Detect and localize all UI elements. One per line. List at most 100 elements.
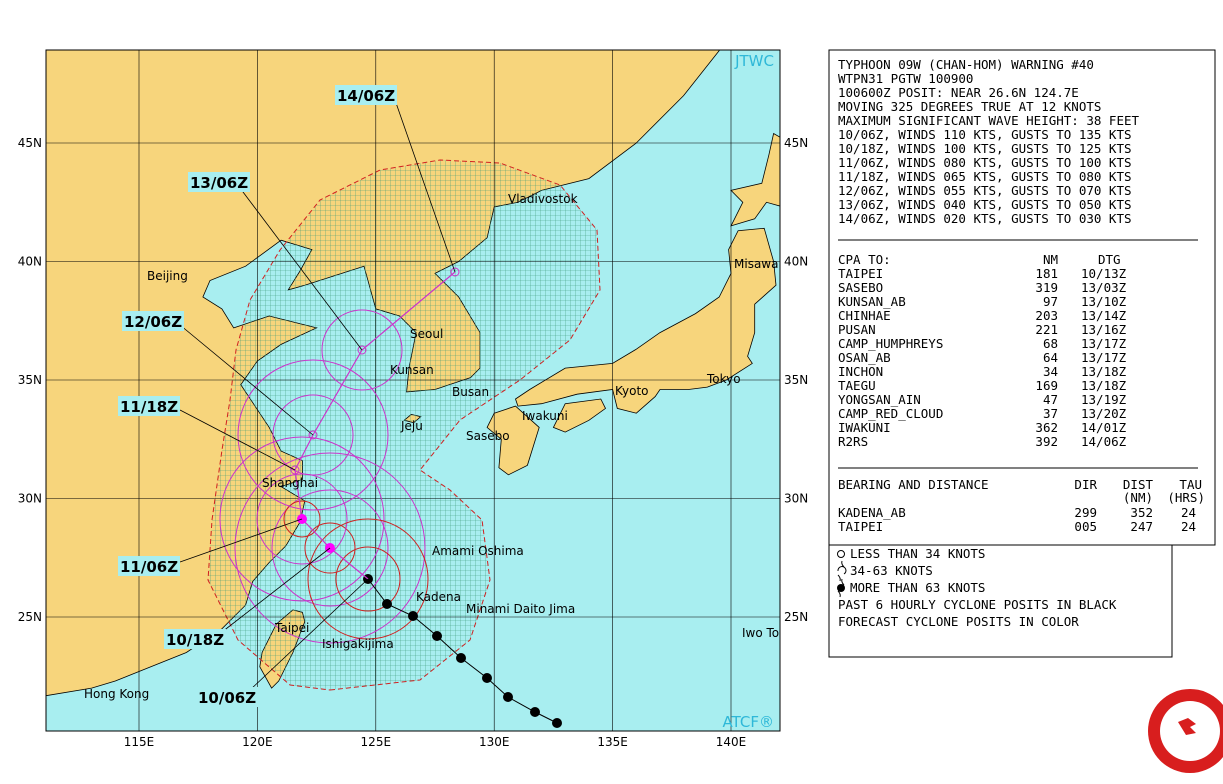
leader-line (394, 99, 456, 273)
cpa-station: TAIPEI (838, 266, 883, 281)
past-position (408, 611, 418, 621)
cpa-station: SASEBO (838, 280, 883, 295)
leader-line (249, 578, 369, 691)
bearing-distance: 352 (1130, 505, 1153, 520)
latitude-label: 30N (784, 492, 808, 506)
wind-radius (335, 546, 401, 612)
time-label: 13/06Z (190, 174, 248, 192)
warning-line: 12/06Z, WINDS 055 KTS, GUSTS TO 070 KTS (838, 183, 1132, 198)
cpa-header: CPA TO: (838, 252, 891, 267)
bearing-header: DIR (1074, 477, 1097, 492)
cpa-time: 14/01Z (1081, 420, 1127, 435)
bearing-header: DIST (1123, 477, 1154, 492)
place-label: Kyoto (615, 384, 649, 398)
cpa-station: R2RS (838, 434, 868, 449)
place-label: Busan (452, 385, 489, 399)
legend-symbol (837, 578, 845, 598)
cpa-station: CAMP_HUMPHREYS (838, 336, 943, 351)
warning-line: WTPN31 PGTW 100900 (838, 71, 973, 86)
warning-text: TYPHOON 09W (CHAN-HOM) WARNING #40WTPN31… (838, 57, 1205, 534)
brand-label: ATCF® (723, 713, 774, 731)
latitude-label: 35N (18, 373, 42, 387)
place-label: Minami Daito Jima (466, 602, 575, 616)
bearing-unit: (HRS) (1167, 490, 1205, 505)
cpa-time: 13/10Z (1081, 294, 1127, 309)
time-label-box (196, 687, 258, 707)
cpa-time: 13/16Z (1081, 322, 1127, 337)
time-label: 10/18Z (166, 631, 224, 649)
cpa-header: DTG (1098, 252, 1121, 267)
past-position (530, 707, 540, 717)
cpa-time: 13/19Z (1081, 392, 1127, 407)
place-label: Iwo To (742, 626, 779, 640)
bearing-station: TAIPEI (838, 519, 883, 534)
wind-radius (271, 489, 389, 607)
past-position (552, 718, 562, 728)
cpa-distance: 64 (1043, 350, 1058, 365)
warning-line: 11/06Z, WINDS 080 KTS, GUSTS TO 100 KTS (838, 155, 1132, 170)
forecast-position (290, 465, 300, 475)
legend-entry: LESS THAN 34 KNOTS (850, 546, 985, 561)
time-label: 11/06Z (120, 558, 178, 576)
graticule (46, 50, 780, 731)
past-positions (363, 574, 562, 728)
time-labels: 10/06Z 10/18Z 11/06Z 11/18Z 12/06Z 13/06… (118, 85, 397, 707)
bearing-tau: 24 (1181, 519, 1196, 534)
warning-panel (828, 49, 1216, 546)
forecast-position (308, 430, 318, 440)
legend-symbols (837, 550, 847, 598)
place-labels: Beijing Vladivostok Misawa Seoul Kunsan … (84, 192, 779, 701)
warning-line: TYPHOON 09W (CHAN-HOM) WARNING #40 (838, 57, 1094, 72)
place-label: Vladivostok (508, 192, 578, 206)
place-label: Ishigakijima (322, 637, 394, 651)
wind-radius (237, 359, 389, 511)
wind-radius (234, 452, 426, 644)
cpa-station: KUNSAN_AB (838, 294, 906, 309)
time-label-box (188, 172, 250, 192)
latitude-label: 25N (784, 610, 808, 624)
time-label-box (164, 629, 226, 649)
place-label: Kadena (416, 590, 461, 604)
time-label: 10/06Z (198, 689, 256, 707)
logo-islands (1178, 718, 1196, 735)
past-position (432, 631, 442, 641)
wind-radius (321, 309, 403, 391)
map: Beijing Vladivostok Misawa Seoul Kunsan … (46, 50, 780, 731)
past-position (456, 653, 466, 663)
place-label: Seoul (410, 327, 443, 341)
cpa-header: NM (1043, 252, 1058, 267)
time-label-box (122, 311, 184, 331)
forecast-position (357, 345, 367, 355)
place-label: Iwakuni (522, 409, 568, 423)
cpa-time: 13/18Z (1081, 364, 1127, 379)
legend-symbol (837, 584, 845, 592)
longitude-label: 130E (479, 735, 510, 749)
jtwc-logo (1148, 689, 1223, 773)
bearing-station: KADENA_AB (838, 505, 906, 520)
cpa-time: 13/17Z (1081, 336, 1127, 351)
place-label: Hong Kong (84, 687, 149, 701)
longitude-label: 120E (242, 735, 273, 749)
cpa-distance: 203 (1035, 308, 1058, 323)
bearing-direction: 005 (1074, 519, 1097, 534)
bearing-distance: 247 (1130, 519, 1153, 534)
place-label: Jeju (400, 419, 423, 433)
warning-line: 10/06Z, WINDS 110 KTS, GUSTS TO 135 KTS (838, 127, 1132, 142)
longitude-label: 135E (597, 735, 628, 749)
bearing-header: TAU (1179, 477, 1202, 492)
cpa-station: CAMP_RED_CLOUD (838, 406, 943, 421)
leader-line (179, 518, 303, 563)
cpa-distance: 68 (1043, 336, 1058, 351)
latitude-label: 45N (784, 136, 808, 150)
place-label: Tokyo (706, 372, 741, 386)
cpa-station: OSAN_AB (838, 350, 891, 365)
warning-line: 13/06Z, WINDS 040 KTS, GUSTS TO 050 KTS (838, 197, 1132, 212)
bearing-tau: 24 (1181, 505, 1196, 520)
place-label: Misawa (734, 257, 778, 271)
landmass (486, 405, 540, 476)
cpa-station: PUSAN (838, 322, 876, 337)
warning-line: 100600Z POSIT: NEAR 26.6N 124.7E (838, 85, 1079, 100)
cpa-distance: 392 (1035, 434, 1058, 449)
brand-label: JTWC (734, 52, 774, 70)
